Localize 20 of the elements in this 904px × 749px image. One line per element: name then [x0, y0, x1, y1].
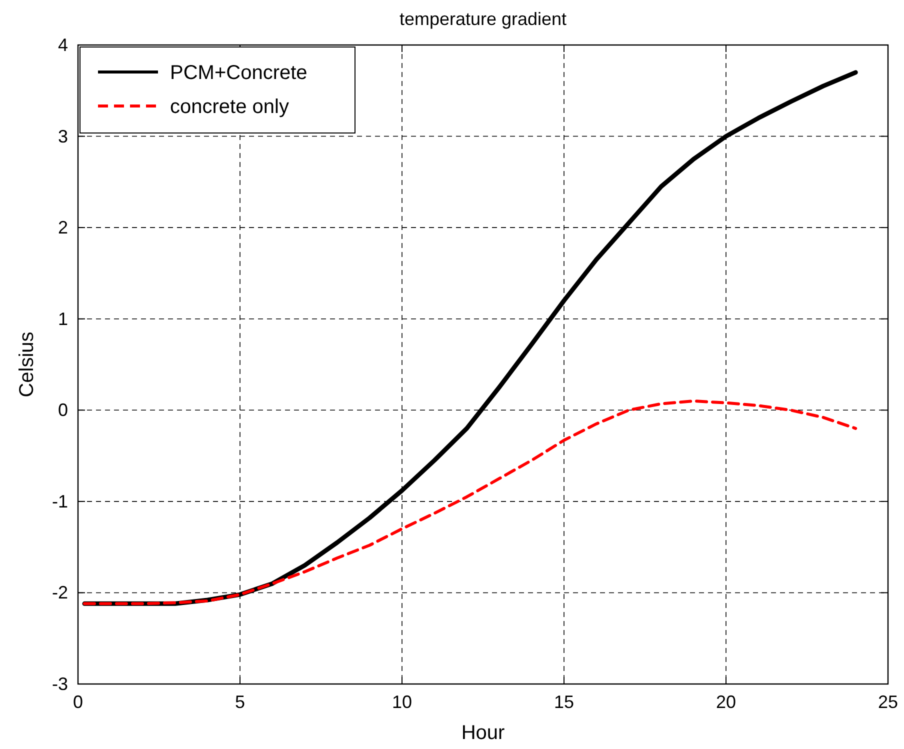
x-tick-label: 25: [878, 692, 898, 712]
y-tick-label: 2: [58, 218, 68, 238]
legend-label: concrete only: [170, 96, 289, 118]
legend-label: PCM+Concrete: [170, 62, 308, 84]
x-tick-label: 5: [234, 692, 246, 712]
y-tick-label: 3: [58, 126, 68, 146]
line-series: [82, 400, 858, 606]
y-axis-title: Celsius: [16, 332, 38, 398]
y-tick-label: 1: [58, 308, 68, 329]
y-tick-label: -2: [52, 582, 68, 603]
chart-title: temperature gradient: [399, 9, 567, 29]
x-tick-label: 15: [554, 692, 574, 712]
x-tick-label: 0: [72, 692, 84, 712]
x-tick-label: 10: [392, 692, 412, 712]
x-tick-label: 20: [716, 692, 736, 712]
y-tick-label: -3: [52, 674, 68, 694]
y-tick-label: 0: [58, 400, 68, 420]
y-tick-label: 4: [58, 35, 68, 55]
y-tick-label: -1: [52, 491, 68, 512]
x-axis-title: Hour: [461, 722, 506, 744]
